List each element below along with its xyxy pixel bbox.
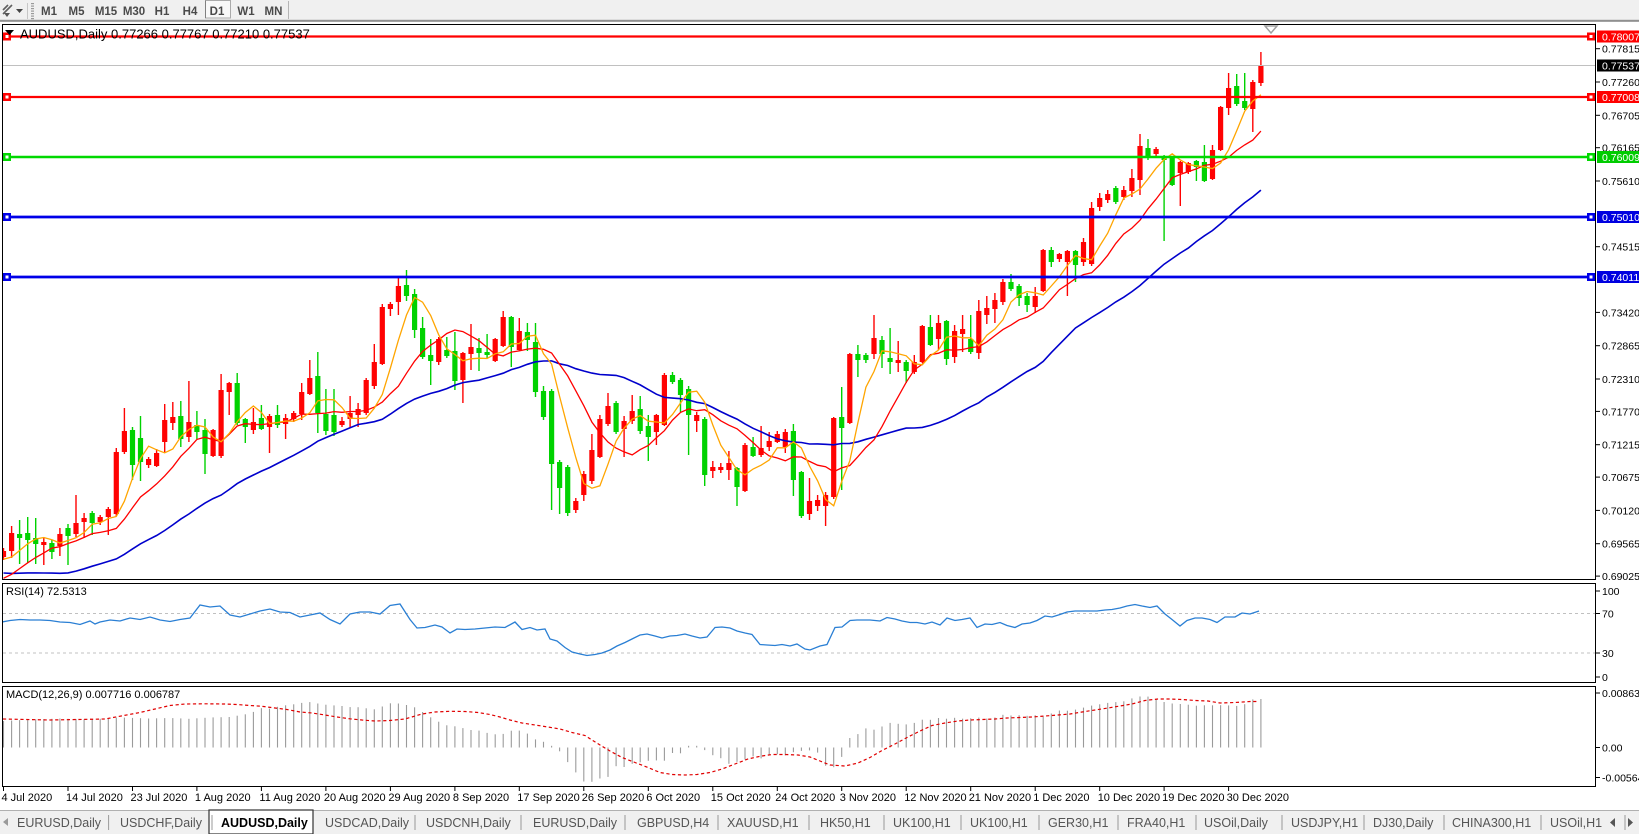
svg-text:USDCAD,Daily: USDCAD,Daily (325, 816, 410, 830)
svg-text:GER30,H1: GER30,H1 (1048, 816, 1108, 830)
svg-text:30 Dec 2020: 30 Dec 2020 (1227, 792, 1289, 804)
svg-text:10 Dec 2020: 10 Dec 2020 (1098, 792, 1160, 804)
svg-text:EURUSD,Daily: EURUSD,Daily (17, 816, 102, 830)
svg-text:CHINA300,H1: CHINA300,H1 (1452, 816, 1531, 830)
svg-text:0.77537: 0.77537 (1602, 61, 1639, 73)
svg-text:0.77260: 0.77260 (1602, 77, 1639, 89)
svg-text:8 Sep 2020: 8 Sep 2020 (453, 792, 509, 804)
svg-text:26 Sep 2020: 26 Sep 2020 (582, 792, 644, 804)
svg-text:UK100,H1: UK100,H1 (893, 816, 951, 830)
svg-text:23 Jul 2020: 23 Jul 2020 (131, 792, 188, 804)
svg-text:0.69565: 0.69565 (1602, 539, 1639, 551)
svg-text:24 Oct 2020: 24 Oct 2020 (775, 792, 835, 804)
svg-text:UK100,H1: UK100,H1 (970, 816, 1028, 830)
svg-text:0.76705: 0.76705 (1602, 110, 1639, 122)
svg-text:0.70675: 0.70675 (1602, 472, 1639, 484)
svg-text:AUDUSD,Daily: AUDUSD,Daily (221, 816, 308, 830)
svg-text:XAUUSD,H1: XAUUSD,H1 (727, 816, 799, 830)
svg-text:0.77815: 0.77815 (1602, 44, 1639, 56)
svg-text:3 Nov 2020: 3 Nov 2020 (840, 792, 896, 804)
svg-text:0.70120: 0.70120 (1602, 505, 1639, 517)
svg-text:100: 100 (1602, 586, 1620, 598)
svg-text:M5: M5 (69, 6, 86, 18)
svg-text:GBPUSD,H4: GBPUSD,H4 (637, 816, 709, 830)
svg-text:29 Aug 2020: 29 Aug 2020 (388, 792, 450, 804)
svg-text:USDCNH,Daily: USDCNH,Daily (426, 816, 511, 830)
svg-text:30: 30 (1602, 648, 1614, 660)
svg-text:HK50,H1: HK50,H1 (820, 816, 871, 830)
svg-text:4 Jul 2020: 4 Jul 2020 (2, 792, 53, 804)
svg-text:0.00: 0.00 (1602, 743, 1623, 755)
svg-text:0.75610: 0.75610 (1602, 176, 1639, 188)
svg-text:0.71770: 0.71770 (1602, 406, 1639, 418)
svg-text:0: 0 (1602, 672, 1608, 684)
svg-text:USOil,Daily: USOil,Daily (1204, 816, 1269, 830)
svg-text:0.72865: 0.72865 (1602, 341, 1639, 353)
svg-text:0.74515: 0.74515 (1602, 242, 1639, 254)
svg-text:FRA40,H1: FRA40,H1 (1127, 816, 1185, 830)
svg-text:0.008633: 0.008633 (1602, 688, 1639, 700)
svg-text:12 Nov 2020: 12 Nov 2020 (904, 792, 966, 804)
svg-text:19 Dec 2020: 19 Dec 2020 (1162, 792, 1224, 804)
svg-text:M1: M1 (41, 6, 58, 18)
svg-text:H1: H1 (155, 6, 170, 18)
svg-text:DJ30,Daily: DJ30,Daily (1373, 816, 1434, 830)
svg-text:0.75010: 0.75010 (1602, 212, 1639, 224)
svg-text:-0.005641: -0.005641 (1602, 773, 1639, 785)
svg-text:70: 70 (1602, 609, 1614, 621)
svg-text:EURUSD,Daily: EURUSD,Daily (533, 816, 618, 830)
svg-text:21 Nov 2020: 21 Nov 2020 (969, 792, 1031, 804)
svg-text:14 Jul 2020: 14 Jul 2020 (66, 792, 123, 804)
svg-text:W1: W1 (237, 6, 255, 18)
svg-text:0.72310: 0.72310 (1602, 374, 1639, 386)
svg-text:20 Aug 2020: 20 Aug 2020 (324, 792, 386, 804)
svg-text:17 Sep 2020: 17 Sep 2020 (517, 792, 579, 804)
svg-text:MN: MN (265, 6, 283, 18)
svg-text:0.69025: 0.69025 (1602, 571, 1639, 583)
svg-text:0.73420: 0.73420 (1602, 307, 1639, 319)
svg-text:RSI(14) 72.5313: RSI(14) 72.5313 (6, 586, 87, 598)
svg-text:11 Aug 2020: 11 Aug 2020 (259, 792, 320, 804)
svg-text:6 Oct 2020: 6 Oct 2020 (646, 792, 700, 804)
svg-text:H4: H4 (183, 6, 198, 18)
svg-text:USOil,H1: USOil,H1 (1550, 816, 1602, 830)
svg-text:15 Oct 2020: 15 Oct 2020 (711, 792, 771, 804)
svg-text:0.76009: 0.76009 (1602, 152, 1639, 164)
svg-text:0.74011: 0.74011 (1602, 272, 1639, 284)
svg-text:0.77008: 0.77008 (1602, 92, 1639, 104)
svg-text:AUDUSD,Daily 0.77266 0.77767: AUDUSD,Daily 0.77266 0.77767 0.77210 0.7… (20, 27, 310, 42)
svg-text:M30: M30 (123, 6, 145, 18)
svg-text:0.78007: 0.78007 (1602, 32, 1639, 44)
svg-text:M15: M15 (95, 6, 118, 18)
svg-text:D1: D1 (210, 6, 225, 18)
svg-text:MACD(12,26,9) 0.007716 0.00678: MACD(12,26,9) 0.007716 0.006787 (6, 689, 180, 701)
svg-text:1 Aug 2020: 1 Aug 2020 (195, 792, 251, 804)
svg-text:USDCHF,Daily: USDCHF,Daily (120, 816, 203, 830)
svg-text:USDJPY,H1: USDJPY,H1 (1291, 816, 1358, 830)
svg-text:0.71215: 0.71215 (1602, 440, 1639, 452)
svg-text:1 Dec 2020: 1 Dec 2020 (1033, 792, 1089, 804)
